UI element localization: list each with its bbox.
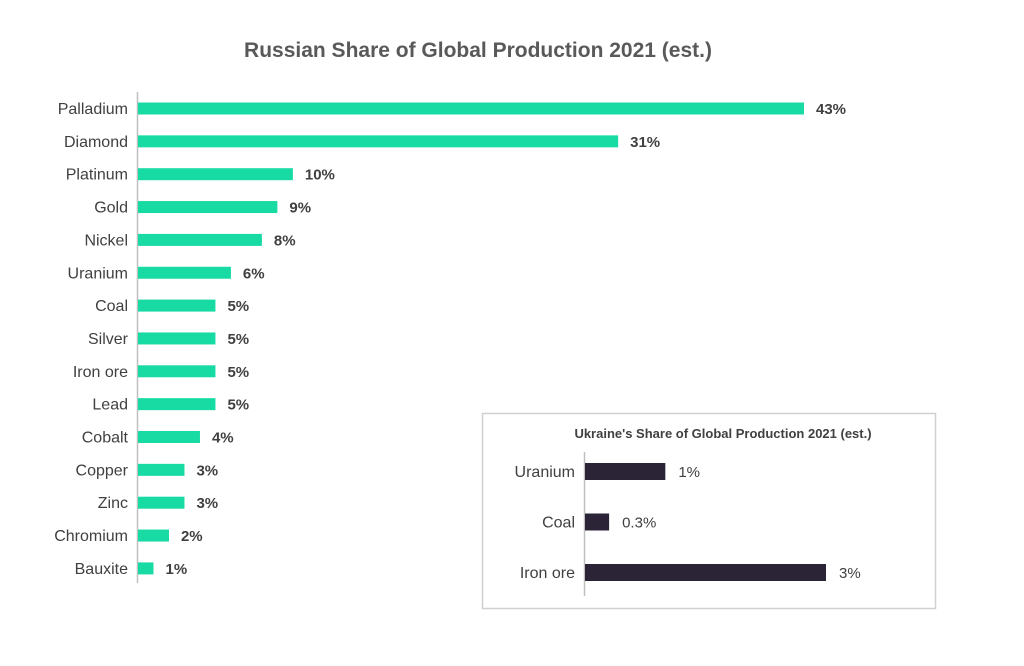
inset-category-label-uranium: Uranium bbox=[515, 464, 575, 481]
main-category-label-diamond: Diamond bbox=[64, 134, 128, 151]
main-bar-coal bbox=[138, 299, 216, 312]
main-data-label-zinc: 3% bbox=[196, 495, 218, 512]
main-bar-cobalt bbox=[138, 431, 200, 443]
main-bar-diamond bbox=[138, 135, 619, 148]
main-category-label-nickel: Nickel bbox=[84, 232, 128, 249]
main-bar-silver bbox=[138, 332, 216, 345]
main-category-label-chromium: Chromium bbox=[54, 528, 128, 545]
main-category-label-bauxite: Bauxite bbox=[75, 561, 128, 578]
main-bar-platinum bbox=[138, 168, 293, 181]
main-bar-copper bbox=[138, 463, 185, 476]
inset-data-label-uranium: 1% bbox=[678, 464, 700, 481]
main-chart-title: Russian Share of Global Production 2021 … bbox=[244, 39, 712, 62]
main-category-label-platinum: Platinum bbox=[66, 167, 128, 184]
inset-category-label-iron-ore: Iron ore bbox=[520, 565, 575, 582]
main-bar-chromium bbox=[138, 529, 169, 542]
inset-data-label-iron-ore: 3% bbox=[839, 565, 861, 582]
inset-data-label-coal: 0.3% bbox=[622, 515, 656, 532]
main-category-label-lead: Lead bbox=[92, 397, 128, 414]
main-data-label-uranium: 6% bbox=[243, 265, 265, 282]
inset-category-label-coal: Coal bbox=[542, 515, 575, 532]
main-bar-palladium bbox=[138, 102, 804, 115]
main-category-label-cobalt: Cobalt bbox=[82, 430, 129, 447]
main-bar-gold bbox=[138, 201, 278, 214]
main-data-label-nickel: 8% bbox=[274, 232, 296, 249]
main-bar-iron-ore bbox=[138, 365, 216, 378]
main-category-label-copper: Copper bbox=[76, 462, 129, 479]
main-data-label-chromium: 2% bbox=[181, 528, 203, 545]
main-category-label-iron-ore: Iron ore bbox=[73, 364, 128, 381]
main-data-label-copper: 3% bbox=[196, 462, 218, 479]
main-category-label-uranium: Uranium bbox=[68, 265, 128, 282]
main-data-label-diamond: 31% bbox=[630, 134, 660, 151]
inset-bar-iron-ore bbox=[585, 564, 826, 581]
inset-chart-title: Ukraine's Share of Global Production 202… bbox=[574, 426, 871, 441]
main-category-label-zinc: Zinc bbox=[98, 495, 128, 512]
main-data-label-coal: 5% bbox=[227, 298, 249, 315]
inset-bars: Uranium 1% Coal 0.3% Iron ore 3% bbox=[515, 463, 861, 582]
main-bar-uranium bbox=[138, 266, 231, 279]
inset-bar-coal bbox=[585, 513, 610, 531]
main-bars: Palladium 43% Diamond 31% Platinum 10% Gold 9% N… bbox=[54, 101, 846, 578]
main-data-label-silver: 5% bbox=[227, 331, 249, 348]
main-data-label-cobalt: 4% bbox=[212, 430, 234, 447]
main-bar-nickel bbox=[138, 233, 262, 246]
main-bar-lead bbox=[138, 398, 216, 411]
main-data-label-iron-ore: 5% bbox=[227, 364, 249, 381]
main-data-label-lead: 5% bbox=[227, 397, 249, 414]
main-category-label-palladium: Palladium bbox=[58, 101, 128, 118]
main-bar-bauxite bbox=[138, 562, 154, 575]
main-bar-zinc bbox=[138, 496, 185, 509]
main-category-label-gold: Gold bbox=[94, 200, 128, 217]
main-data-label-palladium: 43% bbox=[816, 101, 846, 118]
main-data-label-gold: 9% bbox=[289, 200, 311, 217]
main-category-label-silver: Silver bbox=[88, 331, 129, 348]
inset-bar-uranium bbox=[585, 463, 666, 480]
main-category-label-coal: Coal bbox=[95, 298, 128, 315]
main-data-label-bauxite: 1% bbox=[165, 561, 187, 578]
main-data-label-platinum: 10% bbox=[305, 167, 335, 184]
